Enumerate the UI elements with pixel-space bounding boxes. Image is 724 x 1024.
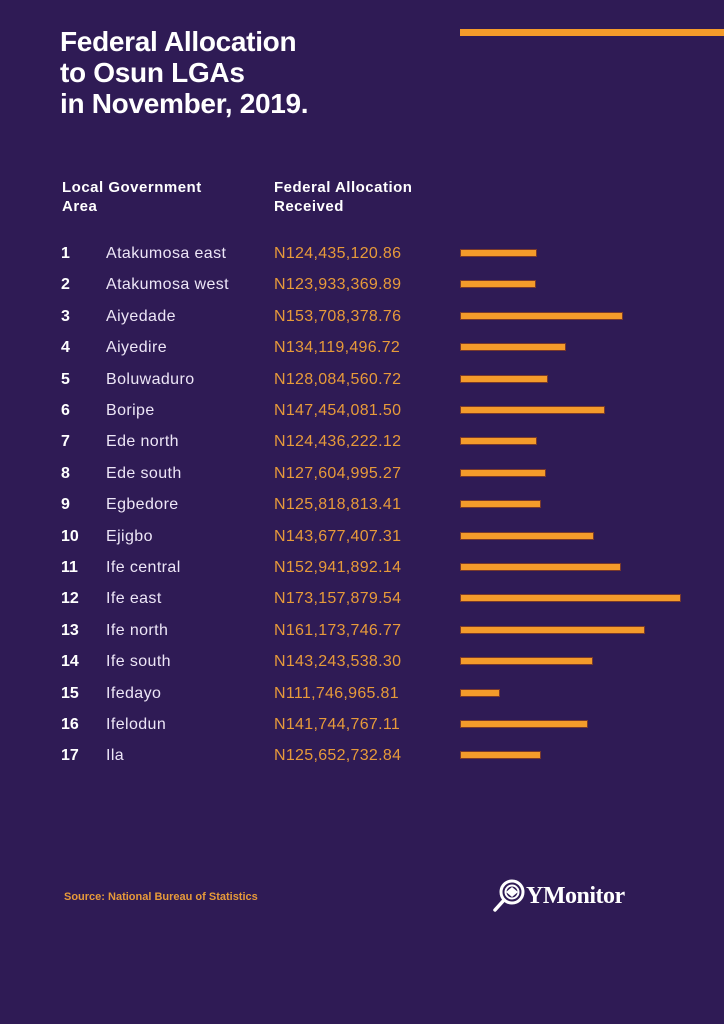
row-lga-name: Ifedayo — [106, 684, 162, 702]
bar-ife-central — [461, 564, 620, 570]
bar-atakumosa-east — [461, 250, 536, 256]
row-lga-name: Ejigbo — [106, 527, 153, 545]
row-rank: 3 — [61, 307, 70, 325]
row-rank: 7 — [61, 433, 70, 451]
row-rank: 9 — [61, 496, 70, 514]
row-allocation-value: N134,119,496.72 — [274, 339, 401, 357]
table-row: 3 Aiyedade N153,708,378.76 — [0, 305, 724, 329]
row-allocation-value: N127,604,995.27 — [274, 464, 402, 482]
row-rank: 11 — [61, 559, 78, 576]
bar-ede-north — [461, 438, 536, 445]
decorative-top-bar — [460, 29, 724, 36]
row-lga-name: Aiyedade — [106, 307, 176, 325]
row-rank: 12 — [61, 590, 79, 608]
row-rank: 4 — [61, 339, 70, 357]
table-row: 5 Boluwaduro N128,084,560.72 — [0, 368, 724, 392]
row-lga-name: Ife north — [106, 621, 169, 639]
row-allocation-value: N125,652,732.84 — [274, 747, 402, 765]
bar-boluwaduro — [461, 375, 547, 382]
row-allocation-value: N152,941,892.14 — [274, 559, 402, 576]
row-lga-name: Ifelodun — [106, 716, 167, 733]
row-rank: 15 — [61, 684, 79, 702]
row-allocation-value: N147,454,081.50 — [274, 402, 402, 419]
ymonitor-logo: YMonitor — [492, 878, 625, 914]
table-row: 12 Ife east N173,157,879.54 — [0, 587, 724, 611]
row-allocation-value: N124,436,222.12 — [274, 433, 402, 451]
row-allocation-value: N161,173,746.77 — [274, 621, 402, 639]
row-lga-name: Boripe — [106, 402, 155, 419]
table-row: 10 Ejigbo N143,677,407.31 — [0, 525, 724, 549]
table-row: 7 Ede north N124,436,222.12 — [0, 430, 724, 454]
row-allocation-value: N124,435,120.86 — [274, 245, 402, 262]
row-allocation-value: N143,243,538.30 — [274, 653, 402, 671]
row-allocation-value: N153,708,378.76 — [274, 307, 402, 325]
table-row: 15 Ifedayo N111,746,965.81 — [0, 682, 724, 706]
row-allocation-value: N128,084,560.72 — [274, 370, 402, 388]
bar-aiyedade — [461, 312, 622, 319]
row-allocation-value: N173,157,879.54 — [274, 590, 402, 608]
row-lga-name: Ife central — [106, 559, 181, 576]
row-lga-name: Ede north — [106, 433, 179, 451]
row-allocation-value: N143,677,407.31 — [274, 527, 402, 545]
table-row: 4 Aiyedire N134,119,496.72 — [0, 336, 724, 360]
source-note: Source: National Bureau of Statistics — [64, 891, 258, 903]
table-row: 2 Atakumosa west N123,933,369.89 — [0, 273, 724, 297]
table-row: 1 Atakumosa east N124,435,120.86 — [0, 242, 724, 266]
bar-ife-south — [461, 658, 592, 665]
bar-ila — [461, 752, 540, 759]
row-allocation-value: N123,933,369.89 — [274, 276, 402, 294]
row-lga-name: Ila — [106, 747, 125, 765]
row-rank: 8 — [61, 464, 70, 482]
bar-egbedore — [461, 501, 540, 508]
bar-aiyedire — [461, 344, 565, 351]
row-rank: 16 — [61, 716, 79, 733]
row-lga-name: Boluwaduro — [106, 370, 195, 388]
row-lga-name: Ife south — [106, 653, 171, 671]
table-row: 14 Ife south N143,243,538.30 — [0, 650, 724, 674]
bar-atakumosa-west — [461, 281, 535, 288]
page-title: Federal Allocation to Osun LGAs in Novem… — [60, 26, 309, 119]
row-rank: 6 — [61, 402, 70, 419]
row-lga-name: Atakumosa west — [106, 276, 229, 294]
row-lga-name: Atakumosa east — [106, 245, 227, 262]
row-allocation-value: N141,744,767.11 — [274, 716, 401, 733]
table-row: 11 Ife central N152,941,892.14 — [0, 556, 724, 580]
table-row: 8 Ede south N127,604,995.27 — [0, 462, 724, 486]
bar-ede-south — [461, 469, 545, 476]
bar-boripe — [461, 407, 604, 413]
table-row: 13 Ife north N161,173,746.77 — [0, 619, 724, 643]
bar-ifedayo — [461, 689, 499, 696]
row-lga-name: Aiyedire — [106, 339, 168, 357]
bar-ifelodun — [461, 721, 587, 727]
row-rank: 2 — [61, 276, 70, 294]
row-allocation-value: N125,818,813.41 — [274, 496, 402, 514]
table-row: 6 Boripe N147,454,081.50 — [0, 399, 724, 423]
row-lga-name: Ede south — [106, 464, 182, 482]
table-row: 16 Ifelodun N141,744,767.11 — [0, 713, 724, 737]
bar-ife-north — [461, 626, 644, 633]
column-header-allocation: Federal Allocation Received — [274, 179, 413, 215]
row-rank: 17 — [61, 747, 79, 765]
column-header-lga: Local Government Area — [62, 179, 202, 215]
row-rank: 14 — [61, 653, 79, 671]
row-lga-name: Egbedore — [106, 496, 179, 514]
table-row: 9 Egbedore N125,818,813.41 — [0, 493, 724, 517]
row-rank: 1 — [61, 245, 70, 262]
table-row: 17 Ila N125,652,732.84 — [0, 744, 724, 768]
row-lga-name: Ife east — [106, 590, 162, 608]
magnifier-eye-icon — [493, 879, 525, 912]
logo-text: YMonitor — [526, 882, 625, 909]
row-allocation-value: N111,746,965.81 — [274, 684, 399, 702]
bar-ife-east — [461, 595, 680, 602]
row-rank: 13 — [61, 621, 79, 639]
bar-ejigbo — [461, 532, 593, 539]
row-rank: 5 — [61, 370, 70, 388]
row-rank: 10 — [61, 527, 79, 545]
